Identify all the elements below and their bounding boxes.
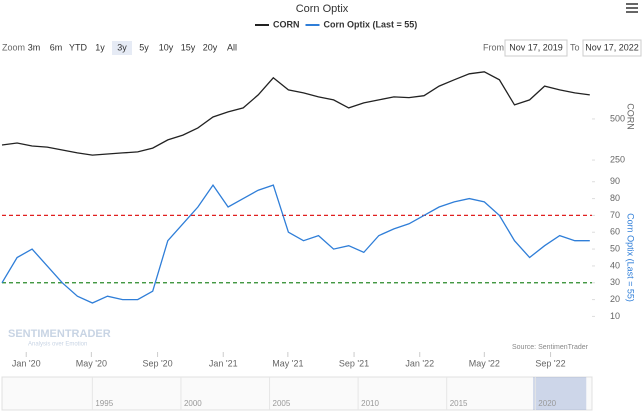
menu-bar bbox=[626, 3, 638, 5]
to-date: Nov 17, 2022 bbox=[585, 42, 639, 52]
range-button-bg bbox=[112, 41, 132, 55]
watermark: Analysis over Emotion bbox=[28, 342, 87, 348]
y-axis-title: CORN bbox=[626, 103, 636, 130]
range-button[interactable]: All bbox=[227, 42, 237, 52]
navigator-label: 2010 bbox=[361, 399, 379, 408]
range-button[interactable]: YTD bbox=[69, 42, 88, 52]
y-tick-label: 40 bbox=[610, 260, 620, 270]
zoom-label: Zoom bbox=[2, 42, 25, 52]
y-tick-label: 70 bbox=[610, 210, 620, 220]
watermark: SENTIMENTRADER bbox=[8, 328, 111, 340]
navigator-frame bbox=[1, 376, 593, 411]
series-line bbox=[1, 183, 590, 304]
x-tick-label: May '22 bbox=[469, 358, 500, 368]
range-button[interactable]: 1y bbox=[95, 42, 105, 52]
chart-title: Corn Optix bbox=[296, 3, 349, 15]
y-tick-label: 30 bbox=[610, 277, 620, 287]
y-axis-title: Corn Optix (Last = 55) bbox=[626, 213, 636, 302]
from-date: Nov 17, 2019 bbox=[509, 42, 563, 52]
range-button[interactable]: 10y bbox=[159, 42, 174, 52]
navigator-label: 2000 bbox=[184, 399, 202, 408]
series-line bbox=[1, 71, 590, 156]
navigator-mask[interactable] bbox=[533, 377, 587, 410]
y-tick-label: 10 bbox=[610, 311, 620, 321]
x-tick-label: May '20 bbox=[76, 358, 107, 368]
y-tick-label: 250 bbox=[610, 154, 625, 164]
navigator-label: 2005 bbox=[273, 399, 291, 408]
y-tick-label: 60 bbox=[610, 227, 620, 237]
range-button[interactable]: 3y bbox=[117, 42, 127, 52]
source-note: Source: SentimenTrader bbox=[512, 344, 589, 351]
x-tick-label: May '21 bbox=[272, 358, 303, 368]
menu-bar bbox=[626, 7, 638, 9]
range-button[interactable]: 5y bbox=[139, 42, 149, 52]
range-button[interactable]: 15y bbox=[181, 42, 196, 52]
y-tick-label: 50 bbox=[610, 243, 620, 253]
range-button[interactable]: 3m bbox=[28, 42, 41, 52]
menu-icon[interactable] bbox=[626, 3, 638, 13]
x-tick-label: Jan '20 bbox=[12, 358, 41, 368]
y-tick-label: 90 bbox=[610, 176, 620, 186]
x-tick-label: Sep '20 bbox=[142, 358, 172, 368]
from-input[interactable] bbox=[504, 39, 568, 57]
to-label: To bbox=[570, 42, 580, 52]
from-label: From bbox=[483, 42, 504, 52]
menu-bar bbox=[626, 11, 638, 13]
y-tick-label: 80 bbox=[610, 193, 620, 203]
navigator-label: 1995 bbox=[95, 399, 113, 408]
range-selector: Zoom From Nov 17, 2019 To Nov 17, 2022 bbox=[2, 39, 642, 57]
x-tick-label: Jan '21 bbox=[209, 358, 238, 368]
navigator-label: 2015 bbox=[450, 399, 468, 408]
y-tick-label: 500 bbox=[610, 113, 625, 123]
x-tick-label: Sep '22 bbox=[535, 358, 565, 368]
range-button[interactable]: 20y bbox=[203, 42, 218, 52]
legend-label: CORN bbox=[273, 19, 300, 29]
legend-label: Corn Optix (Last = 55) bbox=[324, 19, 418, 29]
navigator-label: 2020 bbox=[538, 399, 556, 408]
range-button[interactable]: 6m bbox=[50, 42, 63, 52]
x-tick-label: Sep '21 bbox=[339, 358, 369, 368]
y-tick-label: 20 bbox=[610, 294, 620, 304]
x-tick-label: Jan '22 bbox=[405, 358, 434, 368]
to-input[interactable] bbox=[582, 39, 642, 57]
